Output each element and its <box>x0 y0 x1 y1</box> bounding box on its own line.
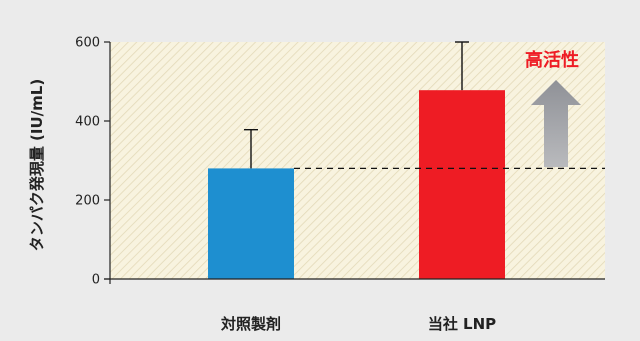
high-activity-annotation: 高活性 <box>525 49 579 71</box>
x-category-label: 対照製剤 <box>220 315 281 333</box>
y-tick-label: 200 <box>75 194 100 209</box>
up-arrow-icon <box>531 80 581 167</box>
y-tick-label: 400 <box>75 115 100 130</box>
x-category-label: 当社 LNP <box>428 315 496 333</box>
y-axis-title: タンパク発現量 (IU/mL) <box>28 79 46 251</box>
bar-2 <box>419 90 505 279</box>
bar-1 <box>208 168 294 279</box>
y-tick-label: 600 <box>75 36 100 51</box>
y-tick-label: 0 <box>92 273 100 288</box>
plot-area <box>110 42 605 279</box>
